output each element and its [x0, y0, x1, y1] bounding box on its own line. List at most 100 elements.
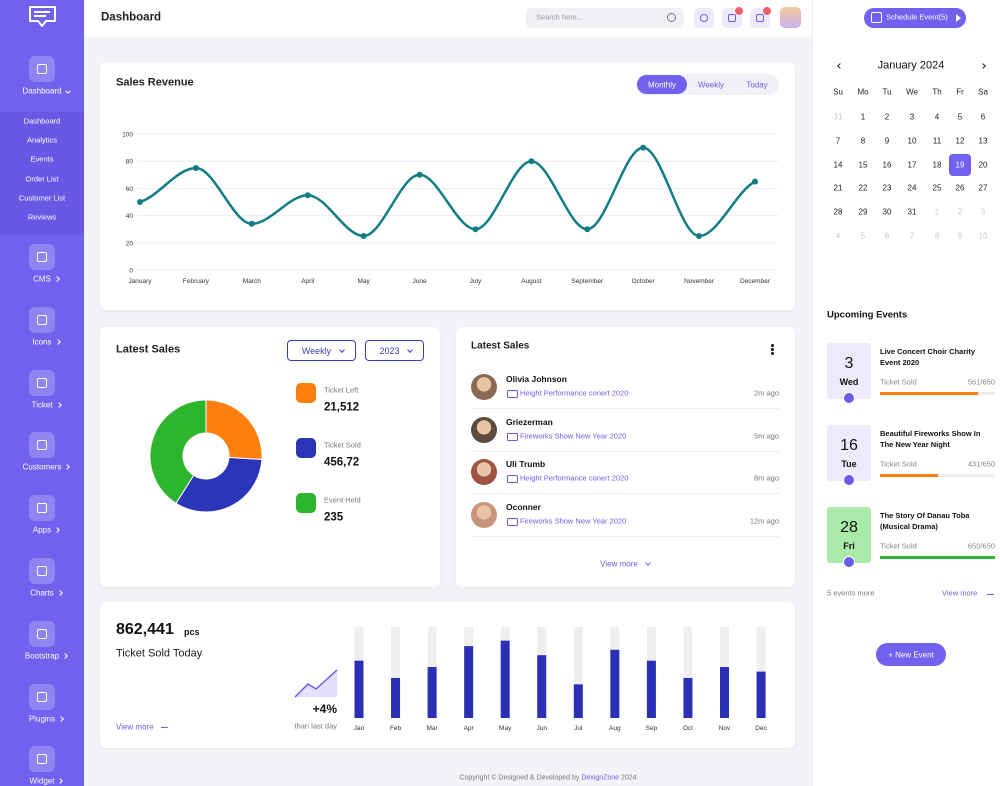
calendar-day[interactable]: 21	[833, 183, 843, 193]
tab[interactable]: Monthly	[647, 79, 677, 89]
menu-icon[interactable]	[29, 495, 55, 522]
footer-brand[interactable]: DexignZone	[581, 774, 620, 782]
menu-icon[interactable]	[29, 620, 55, 647]
menu-label[interactable]: Widget	[29, 776, 55, 786]
calendar-day[interactable]: 25	[932, 183, 942, 193]
submenu-item[interactable]: Analytics	[26, 135, 58, 145]
calendar-day[interactable]: 17	[907, 160, 917, 169]
new-event-button[interactable]	[876, 643, 946, 666]
event-dot	[843, 392, 855, 404]
menu-label[interactable]: Dashboard	[22, 86, 62, 96]
event-title[interactable]: Beautiful Fireworks Show In The New Year…	[880, 429, 981, 449]
menu-label[interactable]: Apps	[32, 525, 52, 535]
calendar-day[interactable]: 19	[955, 160, 965, 169]
menu-label[interactable]: Icons	[32, 337, 52, 347]
menu-icon[interactable]	[29, 683, 55, 710]
filter-dropdown[interactable]	[365, 340, 424, 361]
calendar-day[interactable]: 13	[978, 136, 988, 146]
calendar-day[interactable]: 8	[934, 231, 940, 241]
arrow-icon	[987, 594, 994, 595]
calendar-day[interactable]: 27	[978, 183, 988, 193]
submenu-item[interactable]: Order List	[25, 174, 59, 184]
submenu-item[interactable]: Customer List	[18, 193, 66, 203]
sale-name: Griezerman	[506, 416, 553, 427]
schedule-button[interactable]	[864, 8, 966, 28]
calendar-day[interactable]: 10	[907, 136, 917, 146]
menu-icon[interactable]	[29, 432, 55, 459]
user-avatar[interactable]	[780, 7, 801, 28]
calendar-day[interactable]: 29	[858, 207, 868, 217]
calendar-day[interactable]: 14	[833, 160, 843, 169]
calendar-day[interactable]: 9	[957, 231, 963, 241]
calendar-day[interactable]: 30	[882, 207, 892, 217]
calendar-day[interactable]: 31	[907, 207, 917, 217]
view-more-link[interactable]: View more	[600, 559, 638, 569]
event-title[interactable]: Live Concert Choir Charity Event 2020	[880, 347, 976, 367]
calendar-day[interactable]: 4	[835, 231, 841, 241]
calendar-day[interactable]: 2	[884, 112, 890, 122]
menu-label[interactable]: Bootstrap	[24, 651, 60, 661]
logo[interactable]	[0, 0, 84, 34]
submenu-item[interactable]: Events	[30, 155, 54, 165]
calendar-day[interactable]: 1	[934, 207, 940, 217]
menu-icon[interactable]	[29, 746, 55, 773]
filter-label: Weekly	[301, 345, 332, 356]
menu-label[interactable]: Plugins	[28, 714, 56, 723]
calendar-day[interactable]: 20	[978, 160, 988, 169]
calendar-day[interactable]: 7	[835, 136, 841, 146]
menu-label[interactable]: CMS	[33, 274, 51, 284]
calendar-day[interactable]: 22	[858, 183, 868, 193]
menu-icon[interactable]	[29, 306, 55, 333]
menu-icon[interactable]	[29, 558, 55, 584]
calendar-day[interactable]: 6	[884, 231, 890, 241]
sale-event: Height Performance conert 2020	[520, 388, 629, 398]
calendar-day[interactable]: 2	[957, 207, 963, 217]
legend-value: 21,512	[324, 401, 360, 414]
calendar-day[interactable]: 28	[833, 207, 843, 217]
calendar-day[interactable]: 24	[907, 183, 917, 193]
events-view-more[interactable]: View more	[942, 588, 978, 598]
calendar-day[interactable]: 8	[860, 136, 866, 146]
search-icon	[667, 13, 676, 22]
calendar-day[interactable]: 4	[934, 112, 940, 122]
calendar-day[interactable]: 18	[932, 160, 942, 169]
calendar-day[interactable]: 26	[955, 183, 965, 193]
event-title[interactable]: The Story Of Danau Toba (Musical Drama)	[880, 511, 970, 531]
menu-icon[interactable]	[29, 369, 55, 396]
submenu-item[interactable]: Dashboard	[23, 116, 61, 126]
event-sold-label: 650/650	[967, 541, 995, 551]
submenu-item[interactable]: Reviews	[27, 212, 57, 222]
calendar-day[interactable]: 15	[858, 160, 868, 169]
avatar	[471, 459, 497, 485]
calendar-day[interactable]: 7	[909, 231, 915, 241]
calendar-day[interactable]: 11	[932, 136, 942, 146]
calendar-day[interactable]: 1	[860, 112, 866, 122]
event-sold-label: 561/650	[967, 377, 995, 387]
search-box[interactable]	[526, 8, 684, 28]
calendar-day[interactable]: 3	[909, 112, 915, 122]
ticket-icon	[507, 432, 518, 441]
ticket-change-caption: than last day	[294, 721, 337, 731]
calendar-day[interactable]: 3	[980, 207, 986, 217]
calendar-day[interactable]: 5	[957, 112, 963, 122]
calendar-day[interactable]: 9	[884, 136, 890, 146]
menu-label[interactable]: Charts	[30, 588, 54, 598]
weekday-label: Th	[932, 87, 942, 97]
tab[interactable]: Today	[746, 79, 768, 89]
calendar-day[interactable]: 10	[978, 231, 988, 241]
calendar-day[interactable]: 16	[882, 160, 892, 169]
ticket-view-more[interactable]: View more	[116, 722, 154, 732]
calendar-day[interactable]: 5	[860, 231, 866, 241]
calendar-day[interactable]: 31	[833, 112, 843, 122]
calendar-day[interactable]: 23	[882, 183, 892, 193]
menu-glyph	[37, 64, 47, 74]
event-weekday: Wed	[839, 376, 859, 387]
filter-dropdown[interactable]	[287, 340, 356, 361]
menu-label[interactable]: Customers	[22, 462, 62, 472]
menu-label[interactable]: Ticket	[31, 400, 53, 409]
tab[interactable]: Weekly	[697, 79, 725, 89]
menu-icon[interactable]	[29, 244, 55, 270]
calendar-day[interactable]: 12	[955, 136, 965, 146]
calendar-day[interactable]: 6	[980, 112, 986, 122]
menu-icon[interactable]	[29, 56, 55, 82]
